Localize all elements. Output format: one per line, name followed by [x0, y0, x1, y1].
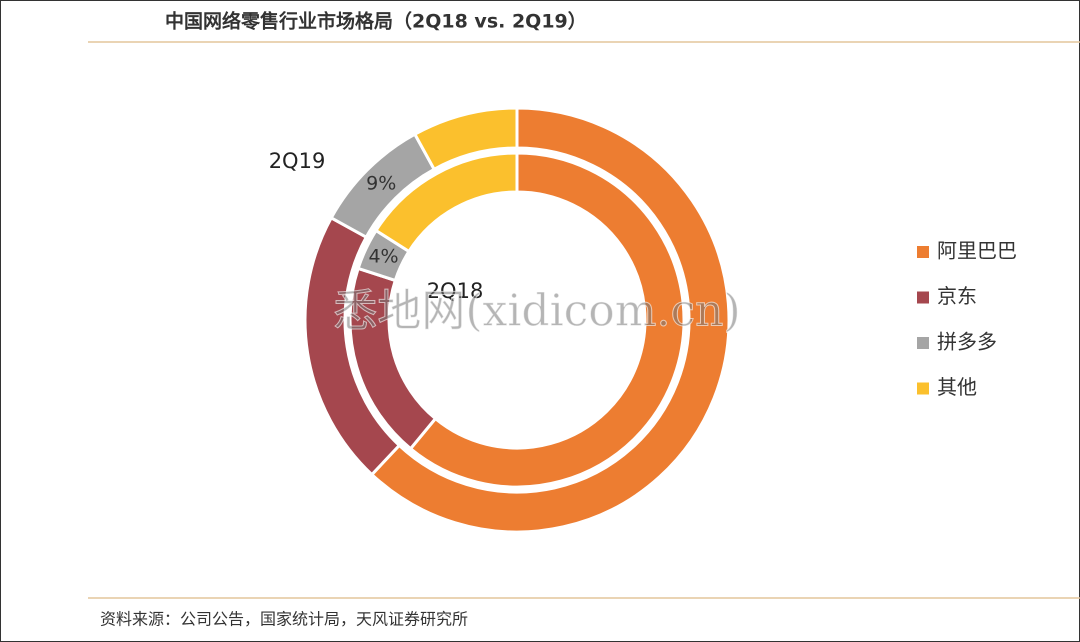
donut-segment [369, 106, 731, 534]
legend-swatch [917, 382, 929, 395]
legend-label: 拼多多 [937, 330, 997, 354]
legend-label: 阿里巴巴 [937, 239, 1017, 263]
legend-swatch [917, 246, 929, 258]
legend-label: 京东 [937, 284, 977, 308]
donut-segment [408, 151, 686, 489]
ring-label: 2Q18 [427, 279, 484, 303]
legend-swatch [917, 291, 929, 304]
donut-segment [373, 151, 519, 254]
chart-title: 中国网络零售行业市场格局（2Q18 vs. 2Q19） [165, 10, 587, 33]
legend-swatch [917, 337, 929, 349]
donut-segment [412, 106, 519, 172]
data-label: 9% [366, 173, 396, 195]
watermark: 悉地网(xidicom.cn) [333, 286, 740, 337]
legend-label: 其他 [937, 375, 977, 399]
source: 资料来源：公司公告，国家统计局，天风证券研究所 [100, 610, 468, 629]
ring-label: 2Q19 [269, 149, 326, 173]
data-label: 4% [368, 246, 398, 268]
